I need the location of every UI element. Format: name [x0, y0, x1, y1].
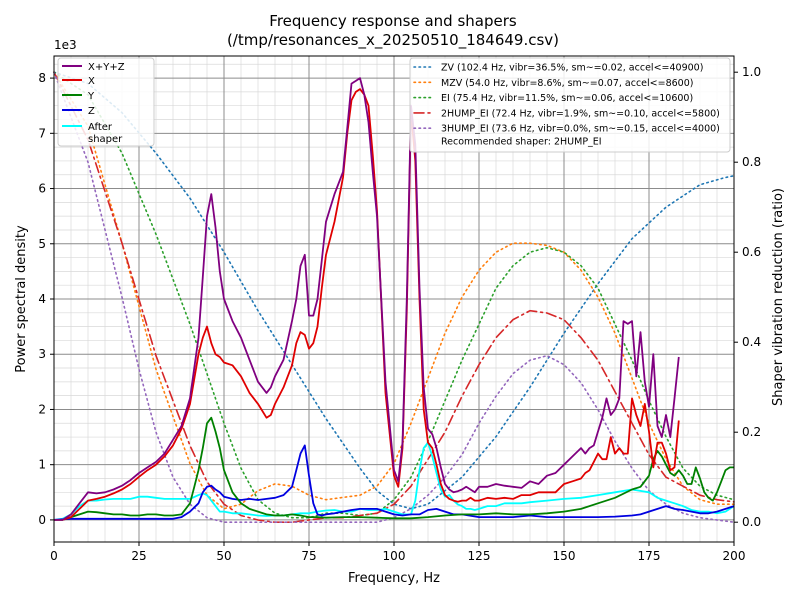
psd-line-3	[53, 444, 735, 521]
shaper-line-4	[53, 71, 735, 524]
y-tick-label: 8	[38, 71, 46, 85]
y2-tick-label: 0.0	[742, 515, 761, 529]
legend-label: Z	[88, 106, 95, 117]
y-tick-label: 7	[38, 126, 46, 140]
y-tick-label: 0	[38, 513, 46, 527]
legend-label: EI (75.4 Hz, vibr=11.5%, sm~=0.06, accel…	[441, 93, 693, 104]
psd-curves	[53, 77, 735, 521]
legend-label: Y	[87, 91, 95, 102]
x-tick-label: 75	[301, 549, 316, 563]
legend-label: 3HUMP_EI (73.6 Hz, vibr=0.0%, sm~=0.15, …	[441, 124, 720, 135]
x-tick-label: 0	[50, 549, 58, 563]
y-tick-label: 6	[38, 182, 46, 196]
y2-tick-label: 0.2	[742, 425, 761, 439]
legend-label: shaper	[88, 134, 123, 145]
x-tick-label: 200	[723, 549, 746, 563]
legend-label: After	[88, 122, 113, 133]
x-tick-label: 25	[131, 549, 146, 563]
y2-tick-label: 1.0	[742, 65, 761, 79]
legend-label: ZV (102.4 Hz, vibr=36.5%, sm~=0.02, acce…	[441, 63, 703, 74]
recommended-shaper-text: Recommended shaper: 2HUMP_EI	[441, 137, 602, 148]
shaper-line-1	[53, 71, 735, 510]
x-axis-label: Frequency, Hz	[348, 571, 440, 586]
y-tick-label: 3	[38, 347, 46, 361]
legend-label: MZV (54.0 Hz, vibr=8.6%, sm~=0.07, accel…	[441, 78, 693, 89]
chart-subtitle: (/tmp/resonances_x_20250510_184649.csv)	[227, 31, 559, 50]
y-tick-label: 4	[38, 292, 46, 306]
legend-label: 2HUMP_EI (72.4 Hz, vibr=1.9%, sm~=0.10, …	[441, 108, 720, 119]
y-tick-label: 1	[38, 458, 46, 472]
legend-label: X	[88, 76, 95, 87]
chart-title: Frequency response and shapers	[269, 12, 517, 30]
psd-line-4	[53, 441, 735, 521]
legend-shapers-box	[409, 57, 731, 153]
x-tick-label: 150	[553, 549, 576, 563]
y2-tick-label: 0.4	[742, 335, 761, 349]
y-tick-label: 5	[38, 237, 46, 251]
x-tick-label: 175	[638, 549, 661, 563]
psd-line-2	[54, 416, 734, 521]
y-tick-label: 2	[38, 402, 46, 416]
y2-tick-label: 0.6	[742, 245, 761, 259]
x-tick-label: 50	[216, 549, 231, 563]
y-axis-label: Power spectral density	[14, 225, 29, 373]
shaper-line-0	[53, 71, 735, 510]
x-tick-label: 100	[383, 549, 406, 563]
shaper-line-3	[53, 71, 735, 524]
y2-tick-label: 0.8	[742, 155, 761, 169]
psd-line-0	[54, 77, 680, 521]
legend-shapers: ZV (102.4 Hz, vibr=36.5%, sm~=0.02, acce…	[409, 57, 731, 153]
x-tick-label: 125	[468, 549, 491, 563]
legend-label: X+Y+Z	[88, 62, 125, 73]
y-offset-label: 1e3	[54, 38, 77, 52]
axis-ticks: 0 25 50 75 100 125 150 175 200 0 1 2 3 4 5 6 7 8 0.0 0.2 0.4…	[38, 65, 761, 563]
y2-axis-label: Shaper vibration reduction (ratio)	[771, 188, 786, 406]
